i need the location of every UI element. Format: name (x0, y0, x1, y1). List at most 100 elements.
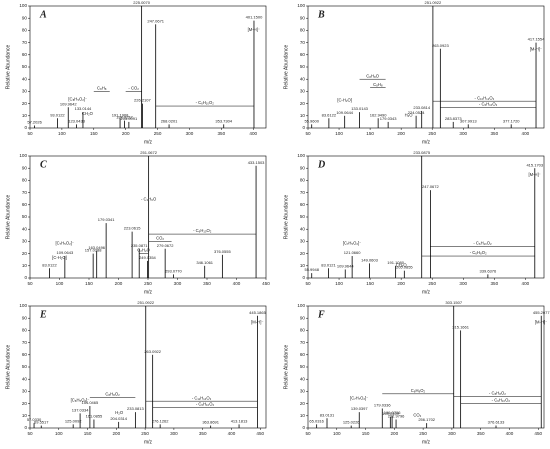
y-tick-label: 80 (300, 328, 306, 333)
y-tick-label: 70 (22, 40, 28, 45)
x-tick-label: 50 (305, 431, 311, 436)
peak-label: 193.0339 (382, 411, 399, 416)
peak-label: 109.0643 (57, 250, 74, 255)
peak-label: 263.0923 (432, 43, 449, 48)
y-tick-label: 40 (22, 376, 28, 381)
peak-label: 191.1968 (112, 112, 129, 117)
peak-label: 157.0388 (85, 248, 102, 253)
panel-label: E (39, 309, 47, 320)
peak-label: 353.7304 (215, 118, 232, 123)
x-tick-label: 200 (115, 281, 123, 286)
y-tick-label: 0 (24, 125, 27, 130)
y-axis-label: Relative Abundance (5, 45, 11, 90)
y-tick-label: 10 (22, 113, 28, 118)
x-tick-label: 350 (477, 431, 485, 436)
x-axis-label: m/z (422, 139, 431, 145)
y-tick-label: 0 (302, 425, 305, 430)
y-tick-label: 80 (22, 328, 28, 333)
peak-label: 125.0226 (343, 420, 360, 425)
y-tick-label: 100 (297, 153, 305, 158)
peak-label: 376.0555 (214, 249, 231, 254)
y-tick-label: 10 (22, 413, 28, 418)
y-tick-label: 80 (22, 28, 28, 33)
y-tick-label: 50 (22, 64, 28, 69)
peak-label: 249.0354 (139, 255, 156, 260)
annotation: C₈H₈ (373, 82, 383, 87)
x-tick-label: 250 (419, 431, 427, 436)
y-tick-label: 100 (297, 303, 305, 308)
y-tick-label: 0 (24, 275, 27, 280)
peak-label: 377.1720 (503, 118, 520, 123)
peak-label: 346.1061 (196, 260, 213, 265)
x-tick-label: 400 (233, 281, 241, 286)
y-tick-label: 10 (300, 263, 306, 268)
x-tick-label: 400 (228, 431, 236, 436)
peak-label: 251.0672 (140, 150, 157, 155)
peak-label: 445.1865 (249, 310, 266, 315)
peak-label: 83.0131 (320, 412, 335, 417)
x-tick-label: 350 (218, 131, 226, 136)
y-tick-label: 90 (22, 165, 28, 170)
x-tick-label: 350 (199, 431, 207, 436)
annotation: [C₈H₅O₂]⁻ (68, 96, 87, 101)
annotation: - C₆H₈O₂ (470, 250, 487, 255)
peak-label: 65.0316 (309, 418, 324, 423)
y-tick-label: 30 (300, 89, 306, 94)
x-axis-label: m/z (422, 439, 431, 445)
peak-label: 223.0615 (124, 226, 141, 231)
peak-label: 224.0524 (408, 110, 425, 115)
x-tick-label: 100 (55, 431, 63, 436)
x-tick-label: 100 (56, 281, 64, 286)
peak-label: 455.2077 (533, 310, 550, 315)
peak-label: 109.0644 (336, 110, 353, 115)
peak-label: 235.0871 (131, 243, 148, 248)
y-tick-label: 40 (22, 76, 28, 81)
peak-label: 69.5517 (34, 420, 49, 425)
peak-label: 433.1503 (248, 160, 265, 165)
y-tick-label: 10 (300, 113, 306, 118)
y-tick-label: 0 (24, 425, 27, 430)
y-tick-label: 50 (22, 364, 28, 369)
peak-label: 205.0855 (396, 265, 413, 270)
y-tick-label: 30 (22, 389, 28, 394)
x-tick-label: 350 (203, 281, 211, 286)
peak-label: 191.1080 (387, 260, 404, 265)
peak-label: 154.0465 (82, 400, 99, 405)
y-tick-label: 20 (300, 401, 306, 406)
peak-label: 121.0660 (344, 250, 361, 255)
peak-label: 55.9600 (304, 118, 319, 123)
y-tick-label: 70 (300, 40, 306, 45)
annotation: - C₆H₁₀O₂ (196, 401, 215, 406)
x-tick-label: 450 (262, 281, 270, 286)
peak-label: 233.0813 (127, 406, 144, 411)
peak-label: 83.0121 (321, 262, 336, 267)
x-tick-label: 150 (90, 131, 98, 136)
annotation: - C₆H₁₀O₂ (196, 100, 215, 105)
y-tick-label: 30 (300, 239, 306, 244)
x-tick-label: 300 (186, 131, 194, 136)
peak-label: 233.0814 (413, 105, 430, 110)
x-tick-label: 50 (305, 131, 311, 136)
peak-label: 247.0671 (147, 18, 164, 23)
peak-label: 109.9642 (60, 101, 77, 106)
x-tick-label: 200 (391, 431, 399, 436)
y-tick-label: 70 (300, 340, 306, 345)
annotation: [C₇H₅O₂]⁻ (343, 240, 362, 245)
x-tick-label: 200 (397, 131, 405, 136)
y-tick-label: 60 (22, 52, 28, 57)
y-tick-label: 50 (300, 364, 306, 369)
x-tick-label: 300 (459, 281, 467, 286)
peak-label: 251.0922 (425, 0, 442, 5)
annotation: - C₆H₁₀O₂ (479, 101, 498, 106)
x-tick-label: 150 (366, 281, 374, 286)
y-tick-label: 90 (300, 15, 306, 20)
peak-label: 179.0341 (98, 217, 115, 222)
x-tick-label: 150 (366, 131, 374, 136)
x-tick-label: 450 (256, 431, 264, 436)
annotation: - C₄H₆O (141, 196, 157, 201)
annotation: C₈H₈O₂ (105, 392, 120, 397)
x-tick-label: 300 (459, 131, 467, 136)
peak-label: 161.0855 (86, 414, 103, 419)
peak-label: 55.9948 (304, 267, 319, 272)
panel-label: B (317, 9, 325, 20)
